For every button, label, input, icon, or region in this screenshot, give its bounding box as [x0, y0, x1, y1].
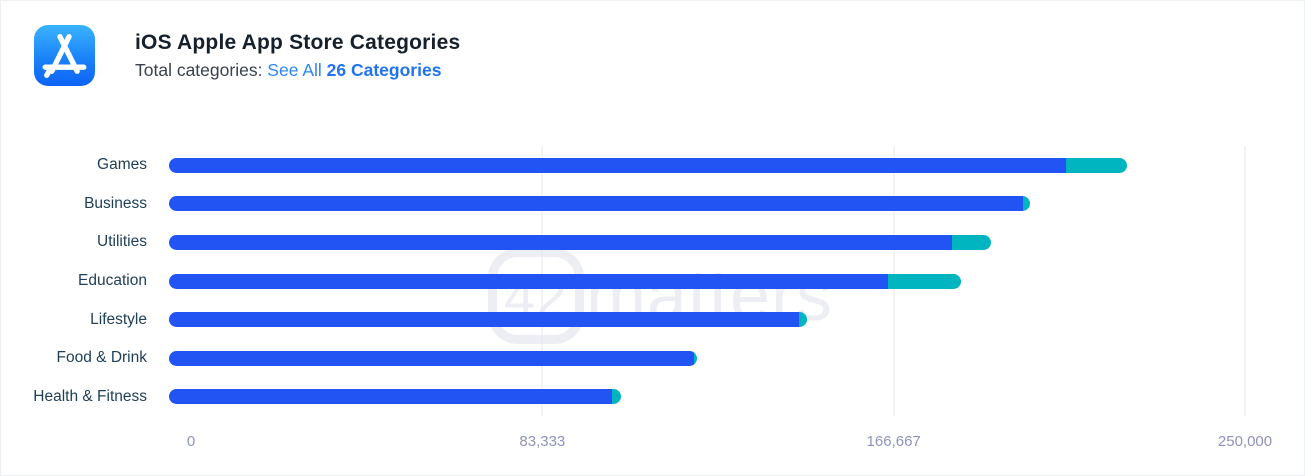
x-axis: 0 83,333 166,667 250,000	[187, 433, 1272, 453]
card-header: iOS Apple App Store Categories Total cat…	[34, 25, 460, 86]
categories-count-text[interactable]: 26 Categories	[326, 59, 442, 80]
x-tick-label: 83,333	[519, 433, 566, 450]
x-tick-label: 166,667	[866, 433, 921, 450]
page-title: iOS Apple App Store Categories	[135, 30, 461, 54]
chart-row: Business	[1, 185, 1305, 224]
app-store-icon	[34, 25, 95, 86]
bar-segment-tip[interactable]	[1066, 157, 1127, 173]
bar-segment-tip[interactable]	[694, 350, 698, 366]
chart-row: Games	[1, 146, 1305, 185]
bar-segment-main[interactable]	[169, 196, 1024, 212]
bar-segment-main[interactable]	[169, 350, 695, 366]
bar[interactable]	[169, 312, 808, 328]
category-label: Lifestyle	[90, 310, 147, 328]
bar-track	[169, 196, 1245, 212]
bar-segment-main[interactable]	[169, 234, 953, 250]
category-label: Business	[84, 194, 147, 212]
bar[interactable]	[169, 389, 622, 405]
x-tick-label: 250,000	[1217, 433, 1273, 450]
category-label: Health & Fitness	[33, 387, 147, 405]
bar-track	[169, 389, 1245, 405]
category-label: Food & Drink	[56, 349, 147, 367]
category-label: Education	[78, 272, 147, 290]
chart-rows: Games Business Utilities Education Lifestyle…	[1, 146, 1305, 416]
bar[interactable]	[169, 157, 1127, 173]
x-tick-label: 0	[186, 433, 196, 450]
bar[interactable]	[169, 350, 698, 366]
chart-row: Food & Drink	[1, 339, 1305, 378]
bar-segment-main[interactable]	[169, 157, 1067, 173]
category-label: Utilities	[97, 233, 147, 251]
bar-segment-tip[interactable]	[799, 312, 808, 328]
bar-track	[169, 273, 1245, 289]
bar-segment-main[interactable]	[169, 273, 888, 289]
bar-track	[169, 157, 1245, 173]
app-store-glyph	[42, 34, 87, 78]
bar[interactable]	[169, 234, 992, 250]
bar-segment-tip[interactable]	[952, 234, 992, 250]
bar-track	[169, 350, 1245, 366]
bar-track	[169, 234, 1245, 250]
chart-row: Education	[1, 262, 1305, 301]
bar[interactable]	[169, 196, 1030, 212]
gridline	[1244, 146, 1246, 416]
see-all-link-text[interactable]: See All	[267, 59, 327, 80]
subtitle: Total categories: See All 26 Categories	[135, 60, 460, 81]
bar-segment-tip[interactable]	[612, 389, 622, 405]
subtitle-prefix: Total categories:	[135, 59, 268, 80]
chart-row: Lifestyle	[1, 300, 1305, 339]
chart-row: Utilities	[1, 223, 1305, 262]
bar-track	[169, 312, 1245, 328]
bar-segment-main[interactable]	[169, 312, 800, 328]
bar[interactable]	[169, 273, 961, 289]
bar-segment-main[interactable]	[169, 389, 613, 405]
category-label: Games	[97, 156, 147, 174]
bar-segment-tip[interactable]	[887, 273, 961, 289]
see-all-categories-link[interactable]: See All 26 Categories	[267, 60, 441, 80]
bar-segment-tip[interactable]	[1023, 196, 1030, 212]
chart-row: Health & Fitness	[1, 378, 1305, 417]
header-text: iOS Apple App Store Categories Total cat…	[135, 31, 460, 81]
